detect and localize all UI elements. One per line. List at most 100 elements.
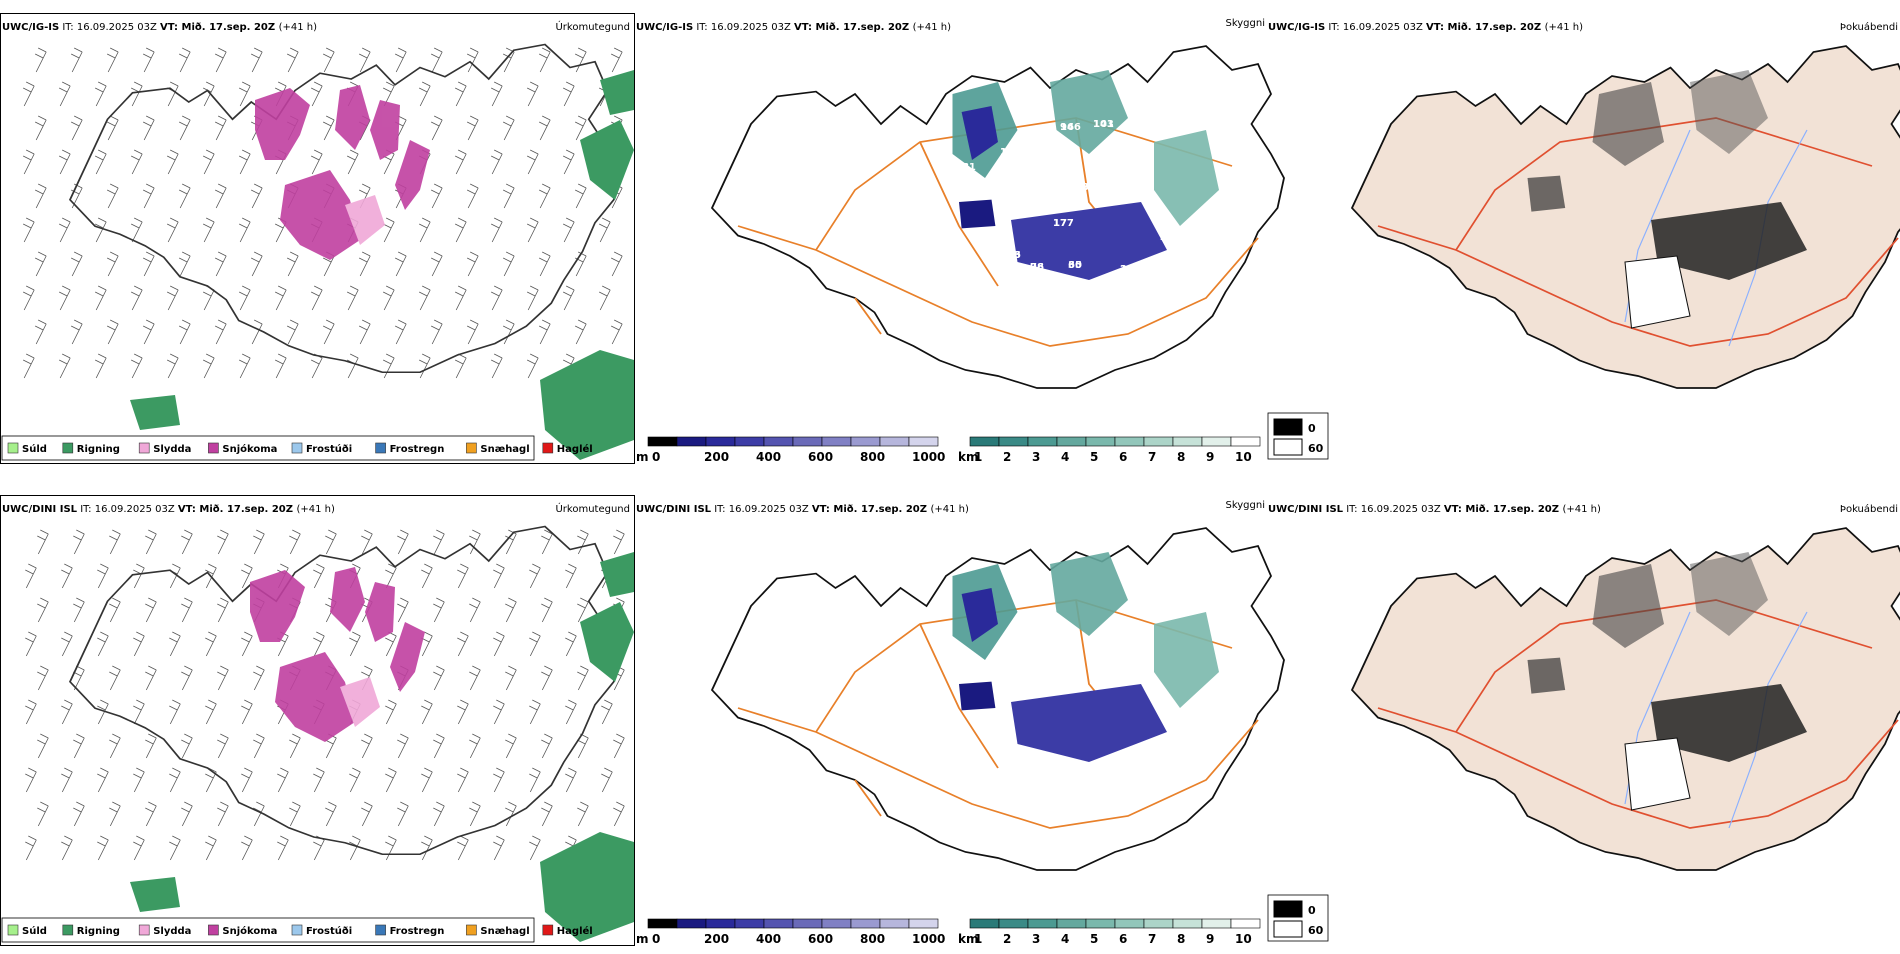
panel-title: UWC/IG-IS IT: 16.09.2025 03Z VT: Mið. 17… [1268, 22, 1583, 33]
legend-label: Slydda [153, 926, 191, 937]
colorbar-km-tick: 2 [1003, 932, 1011, 946]
legend-swatch [292, 925, 302, 935]
legend-label: Snæhagl [480, 926, 529, 937]
colorbar-km-tick: 9 [1206, 450, 1214, 464]
visibility-value: 24 [1160, 232, 1174, 243]
legend-label: Frostregn [390, 444, 445, 455]
legend-swatch [466, 925, 476, 935]
colorbar-m-cell [822, 437, 851, 446]
visibility-value: 112 [1000, 147, 1021, 158]
legend-swatch [63, 443, 73, 453]
colorbar-km-cell [1115, 437, 1144, 446]
legend-label: Snjókoma [222, 443, 277, 455]
legend-swatch [376, 925, 386, 935]
colorbar-m-cell [880, 437, 909, 446]
legend-label: Frostregn [390, 926, 445, 937]
colorbar-km-cell [1144, 919, 1173, 928]
colorbar-m-tick: 0 [652, 450, 660, 464]
colorbar-m-cell [706, 919, 735, 928]
panel2-right-title: Skyggni [1225, 500, 1265, 511]
colorbar-m-cell [851, 919, 880, 928]
colorbar-km-tick: 7 [1148, 450, 1156, 464]
fog-index-map [1352, 46, 1900, 388]
legend-swatch [376, 443, 386, 453]
colorbar-km-tick: 6 [1119, 932, 1127, 946]
legend-label: Rigning [77, 444, 120, 455]
colorbar-km-tick: 6 [1119, 450, 1127, 464]
visibility-value: 105 [1058, 332, 1079, 343]
colorbar-km-tick: 3 [1032, 450, 1040, 464]
panel2-right-title: Skyggni [1225, 18, 1265, 29]
colorbar-m-cell [735, 437, 764, 446]
colorbar-km-cell [1057, 919, 1086, 928]
colorbar-m-cell [909, 437, 938, 446]
colorbar-m-tick: 800 [860, 932, 885, 946]
colorbar-m-cell [793, 437, 822, 446]
visibility-value: 135 [1120, 264, 1141, 275]
fog-legend-white-value: 60 [1308, 442, 1324, 455]
colorbar-km-tick: 10 [1235, 932, 1252, 946]
forecast-row-ig-is: UWC/IG-IS IT: 16.09.2025 03Z VT: Mið. 17… [1, 14, 1900, 465]
colorbar-km-tick: 5 [1090, 450, 1098, 464]
colorbar-km-cell [999, 437, 1028, 446]
panel3-right-title: Þokuábendi [1840, 21, 1898, 33]
fog-area [1528, 658, 1566, 694]
colorbar-km-tick: 4 [1061, 932, 1069, 946]
fog-legend-white [1274, 921, 1302, 937]
colorbar-km-tick: 2 [1003, 450, 1011, 464]
colorbar-km-tick: 10 [1235, 450, 1252, 464]
colorbar-km-tick: 8 [1177, 932, 1185, 946]
legend-label: Súld [22, 925, 47, 937]
colorbar-m-cell [793, 919, 822, 928]
legend-label: Slydda [153, 444, 191, 455]
panel-title: UWC/DINI ISL IT: 16.09.2025 03Z VT: Mið.… [1268, 504, 1601, 515]
colorbar-km-cell [1173, 437, 1202, 446]
colorbar-m-cell [880, 919, 909, 928]
fog-legend-white [1274, 439, 1302, 455]
colorbar-m-tick: 600 [808, 932, 833, 946]
fog-legend-black-value: 0 [1308, 904, 1316, 917]
colorbar-km-tick: 1 [974, 932, 982, 946]
visibility-value: 69 [955, 246, 969, 257]
colorbar-km-cell [1231, 437, 1260, 446]
legend-label: Frostúði [306, 443, 352, 455]
legend-swatch [63, 925, 73, 935]
colorbar-m-cell [764, 437, 793, 446]
visibility-value: 35 [1068, 260, 1082, 271]
colorbar-m-unit: m [636, 932, 649, 946]
colorbar-m-cell [851, 437, 880, 446]
colorbar-km-tick: 4 [1061, 450, 1069, 464]
colorbar-m-cell [677, 437, 706, 446]
visibility-map [712, 46, 1284, 388]
colorbar-m-cell [648, 919, 677, 928]
panel-title: UWC/IG-IS IT: 16.09.2025 03Z VT: Mið. 17… [636, 22, 951, 33]
colorbar-km-cell [1057, 437, 1086, 446]
colorbar-m-tick: 1000 [912, 450, 945, 464]
legend-swatch [8, 443, 18, 453]
legend-swatch [139, 443, 149, 453]
colorbar-km-cell [1086, 437, 1115, 446]
legend-swatch [292, 443, 302, 453]
visibility-value: 302 [998, 170, 1019, 181]
colorbar-km-cell [999, 919, 1028, 928]
panel1-right-title: Úrkomutegund [555, 502, 630, 515]
colorbar-m-cell [706, 437, 735, 446]
colorbar-km-cell [1028, 437, 1057, 446]
legend-label: Haglél [557, 443, 593, 455]
visibility-value: 11 [1130, 162, 1144, 173]
visibility-value: 123 [1000, 250, 1021, 261]
fog-legend-white-value: 60 [1308, 924, 1324, 937]
legend-swatch [208, 925, 218, 935]
colorbar-m-tick: 0 [652, 932, 660, 946]
visibility-value: 94 [1060, 122, 1074, 133]
colorbar-m-cell [648, 437, 677, 446]
colorbar-m-tick: 400 [756, 932, 781, 946]
colorbar-m-tick: 600 [808, 450, 833, 464]
colorbar-km-tick: 5 [1090, 932, 1098, 946]
legend-swatch [466, 443, 476, 453]
fog-legend-black [1274, 901, 1302, 917]
colorbar-km-cell [1144, 437, 1173, 446]
colorbar-m-cell [909, 919, 938, 928]
legend-label: Frostúði [306, 925, 352, 937]
